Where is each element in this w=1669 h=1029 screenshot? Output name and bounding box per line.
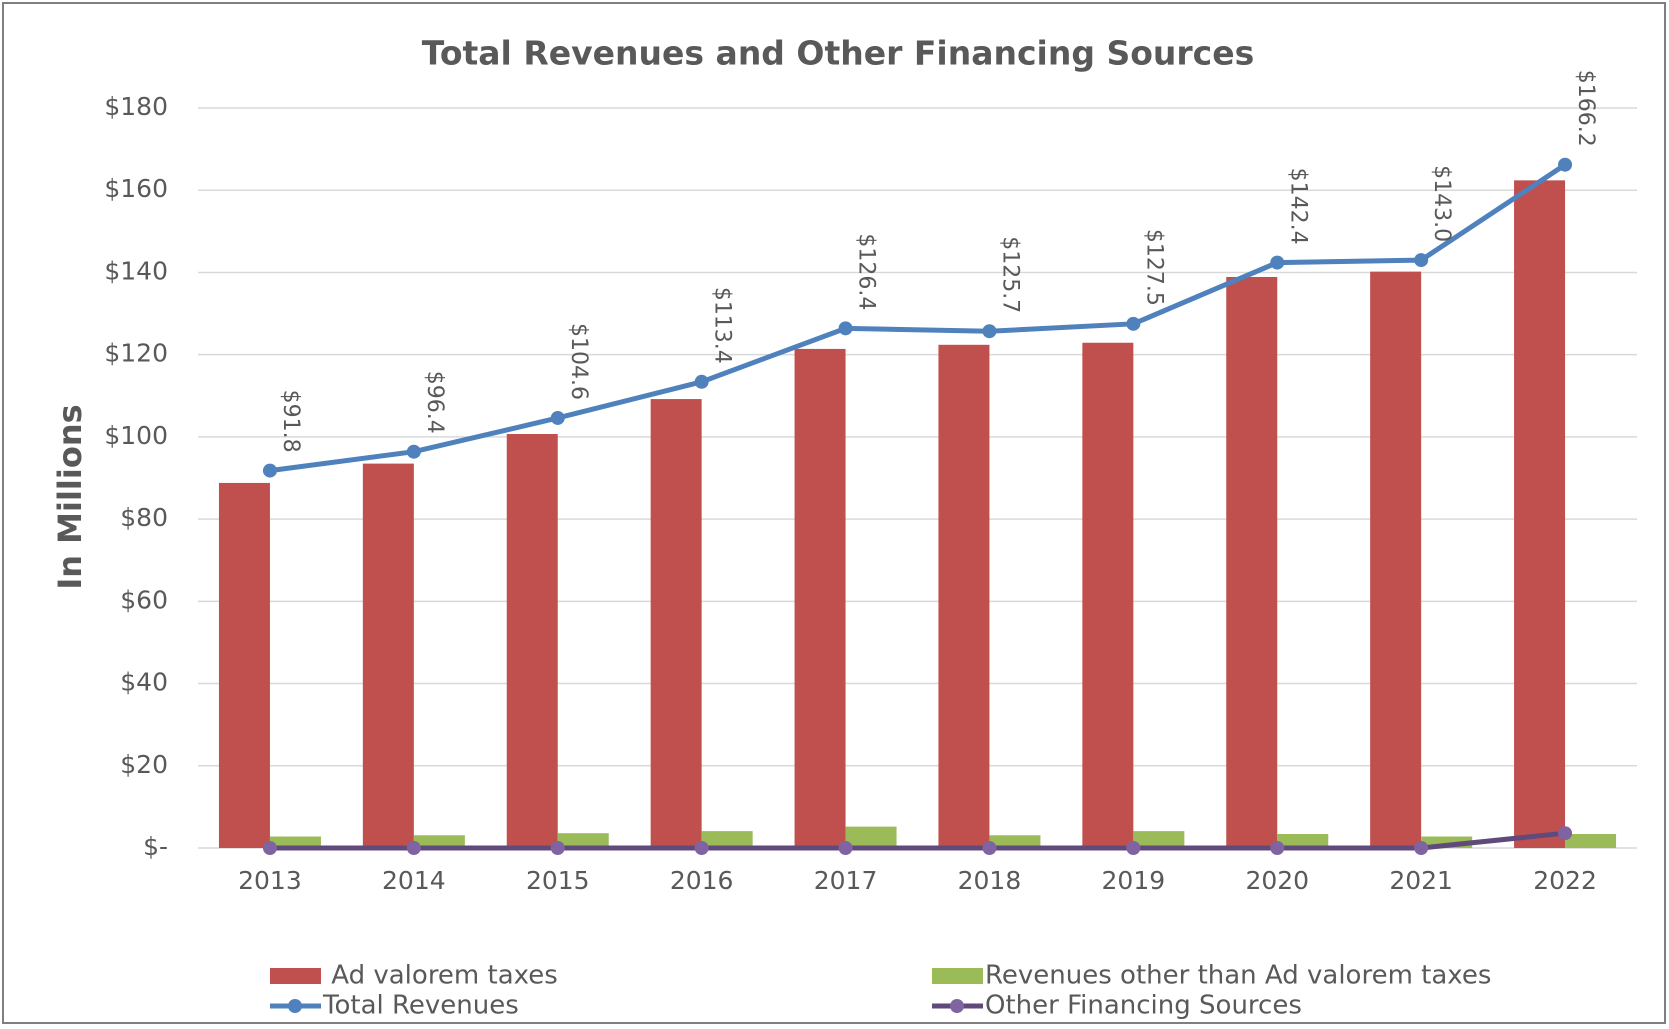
bar [701,831,753,848]
bar [650,399,702,848]
x-tick-label: 2013 [238,866,302,895]
line-marker [1558,826,1573,841]
bar [1421,836,1473,848]
y-tick-label: $140 [104,256,168,285]
y-tick-label: $20 [120,750,168,779]
x-tick-label: 2017 [814,866,878,895]
line-marker [262,841,277,855]
x-tick-label: 2014 [382,866,446,895]
bar [362,463,414,848]
x-tick-label: 2018 [958,866,1022,895]
y-tick-label: $80 [120,503,168,532]
bar [1133,831,1185,848]
legend-swatch [270,968,321,984]
data-label: $104.6 [566,323,591,400]
x-tick-label: 2015 [526,866,590,895]
bar [1565,834,1617,848]
legend-label: Other Financing Sources [985,991,1302,1021]
line-marker [1558,157,1573,172]
legend-swatch [932,968,983,984]
data-label: $96.4 [422,371,447,434]
bar [989,835,1041,848]
chart-title: Total Revenues and Other Financing Sourc… [422,34,1255,73]
line-marker [982,841,997,855]
x-tick-label: 2016 [670,866,734,895]
line-marker [1414,253,1429,268]
line-marker [550,410,565,425]
data-label: $142.4 [1285,168,1310,245]
bar [218,482,270,848]
line-marker [1270,255,1285,270]
y-tick-label: $160 [104,174,168,203]
data-label: $125.7 [997,236,1022,313]
line-marker [838,841,853,855]
bar [413,835,465,848]
bar [557,833,609,848]
x-tick-label: 2022 [1533,866,1597,895]
x-tick-label: 2020 [1245,866,1309,895]
line-marker [550,841,565,855]
bar [1514,180,1566,848]
data-label: $91.8 [278,390,303,453]
data-label: $127.5 [1141,229,1166,306]
bar [1082,342,1134,848]
y-tick-label: $60 [120,585,168,614]
y-tick-label: $40 [120,668,168,697]
line-marker [838,321,853,336]
line-marker [406,841,421,855]
bar [269,836,321,848]
bar [938,344,990,848]
data-label: $113.4 [710,287,735,364]
x-tick-label: 2019 [1102,866,1166,895]
legend-label: Ad valorem taxes [323,961,558,991]
legend-marker [950,999,964,1013]
line-marker [1270,841,1285,855]
line-marker [1126,316,1141,331]
x-tick-label: 2021 [1389,866,1453,895]
y-tick-label: $- [143,832,168,861]
y-tick-label: $100 [104,421,168,450]
bar [794,348,846,848]
y-tick-label: $120 [104,339,168,368]
y-axis-title: In Millions [51,404,89,589]
data-label: $143.0 [1429,165,1454,242]
y-tick-label: $180 [104,92,168,121]
line-marker [694,374,709,389]
legend-label: Total Revenues [322,991,519,1021]
bar [506,434,558,848]
data-label: $126.4 [854,233,879,310]
line-marker [406,444,421,459]
legend-label: Revenues other than Ad valorem taxes [985,961,1491,991]
line-marker [262,463,277,478]
line-marker [1126,841,1141,855]
bar [1370,271,1422,849]
line-marker [982,324,997,339]
line-marker [1414,841,1429,855]
line [269,830,1566,851]
legend-marker [288,999,302,1013]
bar [845,826,897,848]
line [269,162,1567,474]
bar [1226,276,1278,848]
data-label: $166.2 [1573,70,1598,147]
line-marker [694,841,709,855]
bar [1277,834,1329,848]
